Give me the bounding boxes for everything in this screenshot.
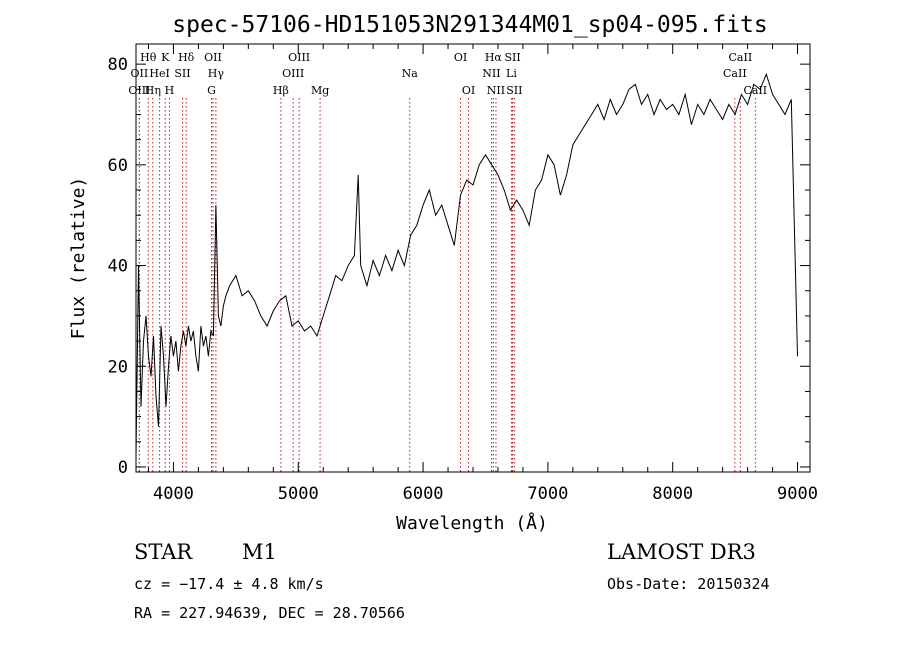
x-tick-label: 5000 <box>278 484 319 504</box>
y-axis-ticks: 0 20 40 60 80 <box>108 55 810 478</box>
x-tick-label: 4000 <box>153 484 194 504</box>
spectral-line-label: K <box>161 51 170 64</box>
y-tick-label: 40 <box>108 257 128 277</box>
spectral-line-label: Hη <box>145 84 161 97</box>
x-axis-label: Wavelength (Å) <box>396 512 548 534</box>
spectral-line-label: SII <box>504 51 520 64</box>
spectral-line-label: H <box>165 84 175 97</box>
spectral-line-label: OII <box>131 67 149 80</box>
spectral-line-label: CaII <box>729 51 753 64</box>
spectral-line-label: NII <box>487 84 505 97</box>
object-subclass: M1 <box>242 540 277 564</box>
x-tick-label: 6000 <box>403 484 444 504</box>
spectral-line-label: Hγ <box>208 67 225 80</box>
observation-date: Obs-Date: 20150324 <box>607 575 770 593</box>
y-tick-label: 80 <box>108 55 128 75</box>
x-tick-label: 9000 <box>777 484 818 504</box>
spectral-line-label: SII <box>506 84 522 97</box>
x-axis-ticks: 4000 5000 6000 7000 8000 9000 <box>147 44 818 504</box>
spectral-line-label: OI <box>454 51 467 64</box>
x-tick-label: 8000 <box>652 484 693 504</box>
object-class: STAR <box>134 540 193 564</box>
spectral-line-label: Hβ <box>273 84 289 97</box>
x-tick-label: 7000 <box>527 484 568 504</box>
spectral-line-labels: Hθ OII OIII HeI Hη K H SII Hδ OII Hγ G Hβ OIII OIII Mg N… <box>128 51 767 97</box>
spectral-line-label: Li <box>506 67 517 80</box>
spectral-line-label: HeI <box>149 67 169 80</box>
spectral-line-label: OIII <box>282 67 304 80</box>
spectral-line-markers <box>138 98 756 472</box>
plot-frame <box>135 43 811 473</box>
chart-title: spec-57106-HD151053N291344M01_sp04-095.f… <box>172 12 767 38</box>
spectral-line-label: OII <box>204 51 222 64</box>
y-tick-label: 0 <box>118 458 128 478</box>
spectral-line-label: Mg <box>311 84 329 97</box>
spectral-line-label: CaII <box>723 67 747 80</box>
y-axis-label: Flux (relative) <box>68 177 89 340</box>
spectral-line-label: SII <box>174 67 190 80</box>
spectral-line-label: NII <box>482 67 500 80</box>
spectral-line-label: OIII <box>288 51 310 64</box>
spectral-line-label: Na <box>402 67 419 80</box>
coordinates-readout: RA = 227.94639, DEC = 28.70566 <box>134 604 405 622</box>
y-tick-label: 60 <box>108 156 128 176</box>
redshift-readout: cz = −17.4 ± 4.8 km/s <box>134 575 324 593</box>
survey-name: LAMOST DR3 <box>607 540 756 564</box>
spectral-line-label: Hθ <box>140 51 157 64</box>
spectral-line-label: Hδ <box>178 51 195 64</box>
spectral-line-label: OI <box>462 84 475 97</box>
spectral-line-label: OIII <box>128 84 150 97</box>
y-tick-label: 20 <box>108 357 128 377</box>
spectral-line-label: Hα <box>485 51 503 64</box>
spectral-line-label: G <box>207 84 216 97</box>
spectrum-line <box>135 72 798 457</box>
